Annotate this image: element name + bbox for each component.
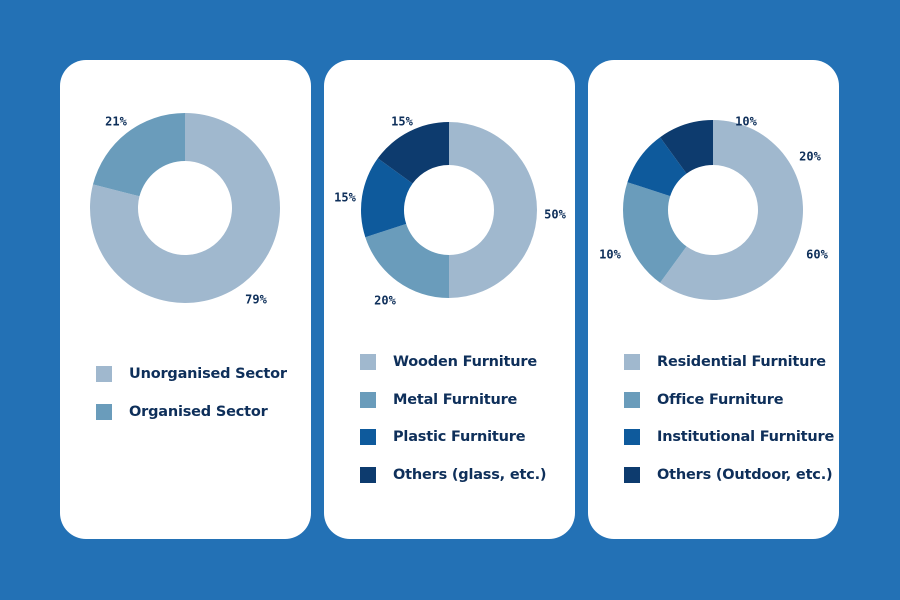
legend-swatch	[360, 467, 376, 483]
chart-card-sector: 79% 21% Unorganised Sector Organised Secto…	[60, 60, 311, 539]
donut-slice-4	[660, 120, 713, 174]
legend-label: Metal Furniture	[393, 392, 518, 408]
legend-sector: Unorganised Sector Organised Sector	[60, 60, 311, 539]
slice-percent-label: 10%	[599, 248, 621, 262]
legend-item: Residential Furniture	[624, 351, 826, 373]
donut-slice-1	[449, 122, 537, 298]
slice-percent-label: 20%	[374, 294, 396, 308]
donut-slice-1	[660, 120, 803, 300]
donut-slice-3	[361, 158, 413, 238]
slice-percent-label: 79%	[245, 293, 267, 307]
legend-swatch	[624, 429, 640, 445]
legend-swatch	[96, 366, 112, 382]
donut-slice-2	[623, 182, 687, 283]
legend-item: Metal Furniture	[360, 389, 517, 411]
legend-swatch	[360, 429, 376, 445]
legend-label: Wooden Furniture	[393, 354, 537, 370]
donut-chart-material: 50% 20% 15% 15%	[334, 115, 566, 308]
slice-percent-label: 50%	[544, 208, 566, 222]
slice-percent-label: 10%	[735, 115, 757, 129]
legend-swatch	[360, 354, 376, 370]
legend-label: Others (Outdoor, etc.)	[657, 467, 833, 483]
legend-item: Institutional Furniture	[624, 426, 834, 448]
legend-label: Others (glass, etc.)	[393, 467, 547, 483]
legend-swatch	[624, 467, 640, 483]
legend-label: Unorganised Sector	[129, 366, 287, 382]
legend-item: Others (glass, etc.)	[360, 464, 547, 486]
donut-slice-1	[89, 113, 280, 303]
slice-percent-label: 20%	[799, 150, 821, 164]
legend-label: Plastic Furniture	[393, 429, 526, 445]
legend-label: Residential Furniture	[657, 354, 826, 370]
legend-swatch	[360, 392, 376, 408]
slice-percent-label: 21%	[105, 115, 127, 129]
legend-material: Wooden Furniture Metal Furniture Plastic F…	[324, 60, 575, 539]
legend-label: Institutional Furniture	[657, 429, 835, 445]
donut-chart-usage: 60% 20% 10% 10%	[599, 115, 829, 300]
donut-slice-2	[365, 223, 449, 298]
slice-percent-label: 15%	[391, 115, 413, 129]
legend-swatch	[96, 404, 112, 420]
legend-label: Office Furniture	[657, 392, 784, 408]
legend-item: Office Furniture	[624, 389, 784, 411]
slice-percent-label: 60%	[806, 248, 828, 262]
legend-item: Plastic Furniture	[360, 426, 526, 448]
legend-label: Organised Sector	[129, 404, 268, 420]
legend-swatch	[624, 392, 640, 408]
legend-usage: Residential Furniture Office Furniture Ins…	[588, 60, 839, 539]
legend-item: Wooden Furniture	[360, 351, 537, 373]
legend-item: Organised Sector	[96, 401, 268, 423]
legend-swatch	[624, 354, 640, 370]
donut-chart-sector: 79% 21%	[89, 113, 280, 307]
slice-percent-label: 15%	[334, 191, 356, 205]
legend-item: Others (Outdoor, etc.)	[624, 464, 833, 486]
donut-slice-4	[377, 122, 449, 184]
chart-card-material: 50% 20% 15% 15% Wooden Furniture Metal Furni…	[324, 60, 575, 539]
chart-card-usage: 60% 20% 10% 10% Residential Furniture Office…	[588, 60, 839, 539]
legend-item: Unorganised Sector	[96, 363, 287, 385]
donut-slice-2	[92, 113, 185, 197]
donut-slice-3	[627, 137, 687, 197]
